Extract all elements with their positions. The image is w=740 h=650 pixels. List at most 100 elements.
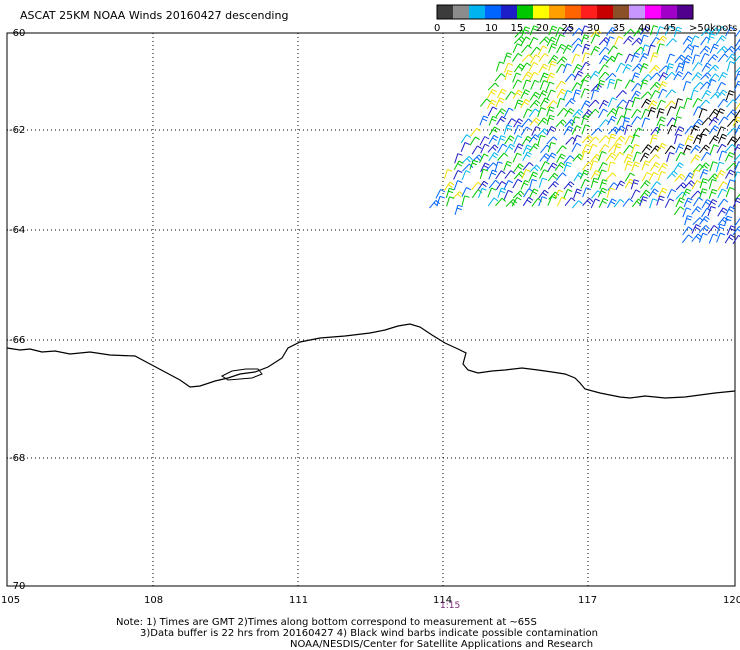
wind-barb [512,89,519,100]
wind-barb [710,91,718,100]
wind-barb [503,107,510,118]
wind-barb-feather [729,179,735,182]
wind-barb [520,36,527,46]
wind-barb [614,79,618,90]
wind-barb-feather [688,44,694,48]
wind-barb-feather [492,115,498,119]
wind-barb-feather [508,62,514,66]
wind-barb [580,100,587,110]
wind-barb [725,27,731,37]
wind-barb-feather [712,161,718,164]
wind-barb [675,197,681,208]
wind-barb-feather [710,33,716,36]
wind-barb [573,70,580,81]
wind-barb [572,27,580,37]
wind-barb [649,90,656,100]
wind-barb-feather [669,198,675,202]
wind-barb [734,109,740,118]
wind-barb [453,160,460,171]
legend-swatch [597,5,613,19]
wind-barb-feather [570,197,576,202]
wind-barb [682,35,690,45]
wind-barb [613,151,621,161]
wind-barb [580,25,586,36]
wind-barb [691,72,699,81]
wind-barb-feather [543,38,549,43]
wind-barb [707,199,714,209]
wind-barb [479,136,486,146]
wind-barb-feather [575,92,581,95]
wind-barb-feather [601,169,607,173]
wind-barb [520,180,526,190]
wind-barb [649,65,657,74]
wind-barb-feather [661,74,667,79]
wind-barb [726,99,734,108]
wind-barb-feather [516,152,522,156]
wind-barb [530,46,537,56]
wind-barb [613,198,621,208]
wind-barb-feather [492,129,498,133]
wind-barb [571,82,578,92]
wind-barb-feather [464,142,470,146]
wind-barb [556,44,562,54]
wind-barb-feather [693,45,700,48]
wind-barb-feather [562,56,568,61]
wind-barb [571,37,579,47]
wind-barb [571,200,580,209]
map-title: ASCAT 25KM NOAA Winds 20160427 descendin… [20,9,289,22]
wind-barb-feather [584,102,590,107]
wind-barb [683,197,689,208]
wind-barb [562,44,569,54]
wind-barb-feather [562,145,567,150]
wind-barb [469,136,476,146]
wind-barb [700,53,706,63]
wind-barb-feather [663,162,669,167]
wind-barb-feather [654,84,659,89]
wind-barb-feather [507,189,513,193]
wind-barb-feather [706,151,712,156]
wind-barb-feather [601,200,607,204]
wind-barb-feather [549,114,555,118]
wind-barb [641,117,646,128]
wind-barb [582,161,589,171]
wind-barb-feather [634,96,641,100]
wind-barb [522,151,528,162]
wind-barb [529,117,537,127]
wind-barb [683,44,690,53]
wind-barb-feather [686,38,692,43]
wind-barb [647,100,654,110]
wind-barb [582,134,590,144]
wind-barb [529,25,535,36]
wind-barb-feather [491,172,497,176]
wind-barb [624,79,631,89]
wind-barb [639,152,646,162]
speed-legend: 0 5 10 15 20 25 30 35 40 45 >50 knots [434,4,737,34]
legend-label: 15 [511,23,524,34]
wind-barb [649,81,657,91]
wind-barb-feather [735,200,740,204]
wind-barb-feather [686,80,692,84]
wind-barb-feather [730,26,735,31]
wind-barb [520,99,527,109]
wind-barb-feather [643,52,649,57]
wind-barb-feather [584,150,590,154]
wind-barb-feather [707,72,712,77]
wind-barb [734,71,740,81]
wind-barb [701,208,708,218]
wind-barb-feather [585,61,591,66]
wind-barb-feather [698,118,704,123]
wind-barb-feather [702,171,708,175]
wind-barb [674,126,680,136]
wind-barb [598,151,603,162]
wind-barb [582,197,590,206]
wind-barb-feather [703,147,709,151]
wind-barb [606,27,613,36]
wind-barb-feather [575,53,581,57]
wind-barb-feather [526,62,532,67]
wind-barb [539,97,546,107]
wind-barb-feather [693,127,699,131]
wind-barb [631,161,636,172]
wind-barb [514,29,523,38]
wind-barb [648,172,655,182]
wind-barb-feather [712,119,718,123]
